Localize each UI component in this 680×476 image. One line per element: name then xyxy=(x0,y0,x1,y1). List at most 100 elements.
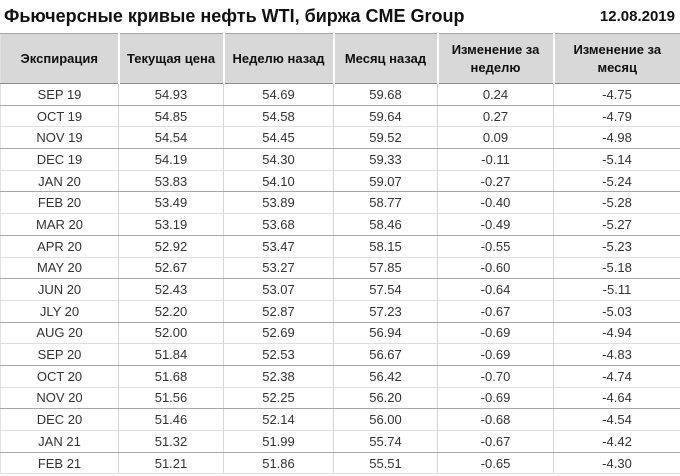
cell-week-ago: 51.86 xyxy=(223,452,334,475)
cell-current: 54.93 xyxy=(118,83,224,106)
cell-week-change: -0.64 xyxy=(437,278,554,301)
cell-expiration: OCT 19 xyxy=(0,105,119,128)
cell-month-ago: 55.74 xyxy=(333,430,438,453)
cell-month-ago: 59.33 xyxy=(333,148,438,171)
cell-week-change: 0.27 xyxy=(437,105,554,128)
cell-month-change: -4.30 xyxy=(553,452,680,475)
cell-week-ago: 53.89 xyxy=(223,191,334,215)
cell-month-ago: 56.42 xyxy=(333,365,438,388)
futures-table: Экспирация Текущая цена Неделю назад Мес… xyxy=(0,33,680,475)
cell-week-change: -0.49 xyxy=(437,213,554,236)
cell-week-ago: 54.69 xyxy=(223,83,334,106)
cell-expiration: DEC 20 xyxy=(0,408,119,431)
cell-month-ago: 59.52 xyxy=(333,126,438,150)
cell-week-change: -0.27 xyxy=(437,170,554,193)
table-row: NOV 19 54.54 54.45 59.52 0.09 -4.98 xyxy=(0,126,680,150)
column-header-month-ago: Месяц назад xyxy=(332,33,438,84)
table-row: NOV 20 51.56 52.25 56.20 -0.69 -4.64 xyxy=(0,387,680,410)
table-row: JLY 20 52.20 52.87 57.23 -0.67 -5.03 xyxy=(0,300,680,323)
cell-month-change: -4.98 xyxy=(553,126,680,150)
cell-week-ago: 54.45 xyxy=(223,126,334,150)
cell-month-ago: 57.54 xyxy=(333,278,438,301)
cell-month-change: -4.74 xyxy=(553,365,680,388)
table-row: JUN 20 52.43 53.07 57.54 -0.64 -5.11 xyxy=(0,278,680,301)
cell-week-ago: 54.30 xyxy=(223,148,334,171)
cell-week-ago: 52.38 xyxy=(223,365,334,388)
cell-month-ago: 56.00 xyxy=(333,408,438,431)
cell-week-ago: 53.27 xyxy=(223,257,334,280)
table-row: OCT 20 51.68 52.38 56.42 -0.70 -4.74 xyxy=(0,365,680,388)
cell-expiration: FEB 21 xyxy=(0,452,119,475)
cell-week-change: -0.69 xyxy=(437,343,554,366)
cell-month-ago: 58.77 xyxy=(333,191,438,215)
cell-current: 51.32 xyxy=(118,430,224,453)
cell-month-ago: 59.68 xyxy=(333,83,438,106)
table-row: OCT 19 54.85 54.58 59.64 0.27 -4.79 xyxy=(0,105,680,128)
cell-expiration: OCT 20 xyxy=(0,365,119,388)
cell-month-ago: 57.23 xyxy=(333,300,438,323)
cell-week-change: -0.40 xyxy=(437,191,554,215)
report-date: 12.08.2019 xyxy=(599,8,675,25)
cell-week-change: -0.60 xyxy=(437,257,554,280)
futures-table-body: SEP 19 54.93 54.69 59.68 0.24 -4.75 OCT … xyxy=(0,83,680,475)
table-row: MAR 20 53.19 53.68 58.46 -0.49 -5.27 xyxy=(0,213,680,236)
column-header-month-change: Изменение за месяц xyxy=(552,33,680,84)
cell-month-ago: 55.51 xyxy=(333,452,438,475)
cell-current: 54.54 xyxy=(118,126,224,150)
cell-month-change: -5.28 xyxy=(553,191,680,215)
table-row: FEB 20 53.49 53.89 58.77 -0.40 -5.28 xyxy=(0,191,680,215)
cell-week-ago: 54.58 xyxy=(223,105,334,128)
cell-current: 51.84 xyxy=(118,343,224,366)
cell-month-ago: 58.15 xyxy=(333,235,438,258)
cell-week-change: -0.65 xyxy=(437,452,554,475)
cell-week-ago: 51.99 xyxy=(223,430,334,453)
column-header-expiration: Экспирация xyxy=(0,33,119,84)
cell-month-ago: 56.20 xyxy=(333,387,438,410)
column-header-week-change: Изменение за неделю xyxy=(436,33,554,84)
table-row: JAN 20 53.83 54.10 59.07 -0.27 -5.24 xyxy=(0,170,680,193)
cell-expiration: JLY 20 xyxy=(0,300,119,323)
cell-month-change: -5.18 xyxy=(553,257,680,280)
cell-week-change: -0.69 xyxy=(437,387,554,410)
cell-current: 53.19 xyxy=(118,213,224,236)
cell-expiration: MAY 20 xyxy=(0,257,119,280)
cell-month-change: -4.94 xyxy=(553,322,680,345)
cell-current: 51.56 xyxy=(118,387,224,410)
cell-month-ago: 57.85 xyxy=(333,257,438,280)
cell-expiration: SEP 20 xyxy=(0,343,119,366)
cell-week-change: -0.69 xyxy=(437,322,554,345)
cell-week-change: -0.55 xyxy=(437,235,554,258)
cell-current: 52.43 xyxy=(118,278,224,301)
cell-month-change: -5.27 xyxy=(553,213,680,236)
cell-week-ago: 53.47 xyxy=(223,235,334,258)
cell-week-change: -0.67 xyxy=(437,300,554,323)
cell-expiration: SEP 19 xyxy=(0,83,119,106)
cell-expiration: JAN 20 xyxy=(0,170,119,193)
table-row: DEC 20 51.46 52.14 56.00 -0.68 -4.54 xyxy=(0,408,680,431)
cell-expiration: FEB 20 xyxy=(0,191,119,215)
cell-month-ago: 56.94 xyxy=(333,322,438,345)
cell-week-ago: 53.68 xyxy=(223,213,334,236)
cell-current: 52.20 xyxy=(118,300,224,323)
cell-month-change: -4.75 xyxy=(553,83,680,106)
cell-current: 53.49 xyxy=(118,191,224,215)
cell-week-ago: 52.69 xyxy=(223,322,334,345)
table-row: FEB 21 51.21 51.86 55.51 -0.65 -4.30 xyxy=(0,452,680,475)
cell-month-change: -4.54 xyxy=(553,408,680,431)
cell-current: 52.67 xyxy=(118,257,224,280)
cell-month-change: -4.79 xyxy=(553,105,680,128)
cell-expiration: AUG 20 xyxy=(0,322,119,345)
cell-week-ago: 52.53 xyxy=(223,343,334,366)
table-row: JAN 21 51.32 51.99 55.74 -0.67 -4.42 xyxy=(0,430,680,453)
cell-week-change: -0.68 xyxy=(437,408,554,431)
cell-month-change: -5.14 xyxy=(553,148,680,171)
cell-current: 51.68 xyxy=(118,365,224,388)
cell-expiration: MAR 20 xyxy=(0,213,119,236)
cell-week-change: -0.67 xyxy=(437,430,554,453)
cell-current: 51.21 xyxy=(118,452,224,475)
cell-week-change: 0.09 xyxy=(437,126,554,150)
cell-current: 54.85 xyxy=(118,105,224,128)
cell-week-ago: 52.25 xyxy=(223,387,334,410)
cell-current: 54.19 xyxy=(118,148,224,171)
